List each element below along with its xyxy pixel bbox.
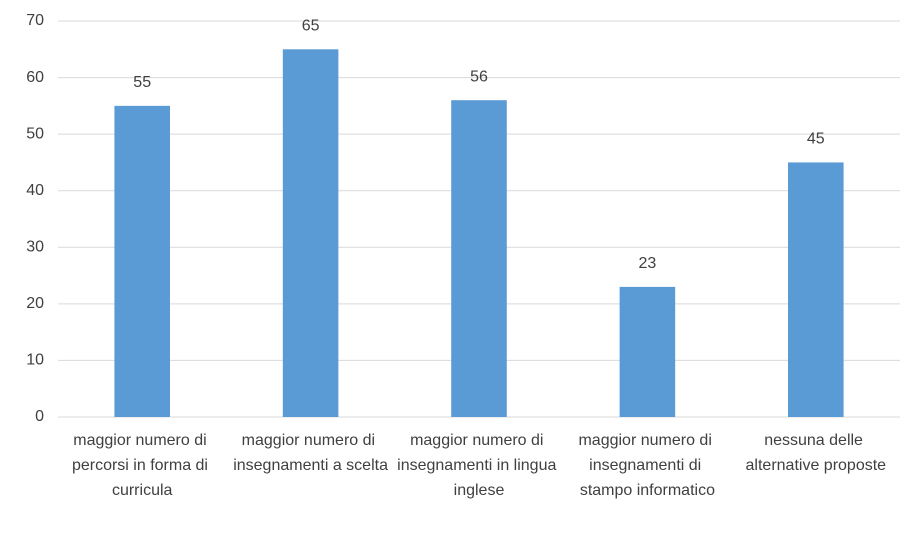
- x-tick-label: maggior numero di insegnamenti di stampo…: [578, 432, 716, 499]
- data-label: 56: [470, 68, 488, 85]
- y-tick-label: 40: [26, 182, 44, 199]
- bar: [114, 105, 170, 417]
- bar: [282, 49, 339, 418]
- data-label: 23: [639, 255, 657, 272]
- y-tick-label: 60: [26, 69, 44, 86]
- bar: [451, 100, 507, 417]
- data-label: 65: [302, 18, 320, 35]
- y-tick-label: 30: [26, 239, 44, 256]
- data-label: 45: [807, 131, 825, 148]
- y-tick-label: 70: [26, 12, 44, 29]
- y-tick-label: 20: [26, 295, 44, 312]
- x-tick-label: nessuna delle alternative proposte: [746, 432, 887, 474]
- x-tick-label: maggior numero di percorsi in forma di c…: [72, 432, 213, 499]
- y-tick-label: 50: [26, 125, 44, 142]
- y-tick-label: 0: [35, 408, 44, 425]
- data-label: 55: [133, 74, 151, 91]
- x-tick-label: maggior numero di insegnamenti a scelta: [233, 432, 388, 474]
- bar: [788, 162, 844, 417]
- y-tick-label: 10: [26, 352, 44, 369]
- bar: [619, 286, 676, 417]
- x-tick-label: maggior numero di insegnamenti in lingua…: [397, 432, 561, 499]
